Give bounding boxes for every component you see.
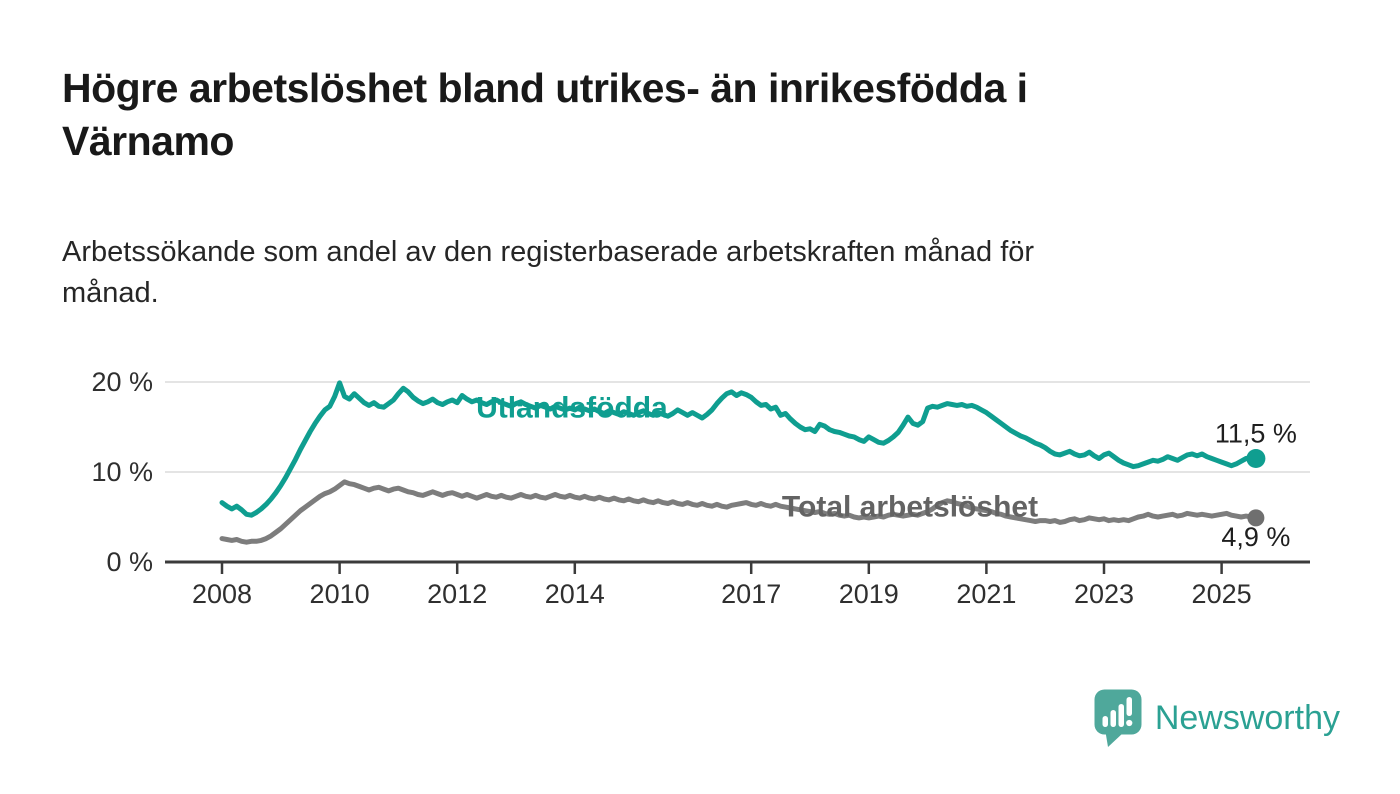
chart-subtitle: Arbetssökande som andel av den registerb…: [62, 232, 1322, 314]
logo-exclamation-stem: [1126, 697, 1132, 716]
newsworthy-logo-text: Newsworthy: [1154, 699, 1340, 737]
y-axis-tick-label: 20 %: [91, 367, 153, 397]
series-end-dot-1: [1247, 509, 1265, 527]
newsworthy-logo: Newsworthy: [1094, 689, 1340, 748]
page-title-line2: Värnamo: [62, 118, 234, 164]
series-inline-label-1: Total arbetslöshet: [782, 490, 1038, 523]
logo-bar-small: [1102, 716, 1108, 727]
x-axis-tick-label: 2010: [310, 579, 370, 609]
chart-subtitle-line1: Arbetssökande som andel av den registerb…: [62, 236, 1035, 268]
logo-exclamation-dot: [1125, 719, 1133, 727]
page-title-line1: Högre arbetslöshet bland utrikes- än inr…: [62, 65, 1028, 111]
series-end-value-label-1: 4,9 %: [1221, 522, 1290, 552]
newsworthy-logo-icon: [1094, 689, 1142, 747]
series-inline-label-0: Utlandsfödda: [476, 391, 668, 424]
logo-bar-large: [1118, 704, 1124, 727]
x-axis-tick-label: 2014: [545, 579, 605, 609]
series-line-0: [219, 380, 1259, 518]
x-axis-tick-label: 2023: [1074, 579, 1134, 609]
page-title: Högre arbetslöshet bland utrikes- än inr…: [62, 62, 1322, 168]
x-axis-tick-label: 2008: [192, 579, 252, 609]
x-axis-tick-label: 2017: [721, 579, 781, 609]
series-end-dot-0: [1246, 449, 1266, 468]
x-axis-tick-label: 2025: [1192, 579, 1252, 609]
chart-subtitle-line2: månad.: [62, 277, 159, 309]
x-axis-tick-label: 2019: [839, 579, 899, 609]
logo-bubble-shape: [1094, 689, 1142, 735]
x-axis-tick-label: 2021: [956, 579, 1016, 609]
series-line-1: [219, 479, 1259, 545]
series-end-value-label-0: 11,5 %: [1215, 419, 1297, 449]
logo-bubble-tail: [1104, 729, 1123, 747]
y-axis-tick-label: 10 %: [91, 457, 153, 487]
x-axis-tick-label: 2012: [427, 579, 487, 609]
logo-bar-medium: [1110, 710, 1116, 727]
y-axis-tick-label: 0 %: [106, 547, 153, 577]
